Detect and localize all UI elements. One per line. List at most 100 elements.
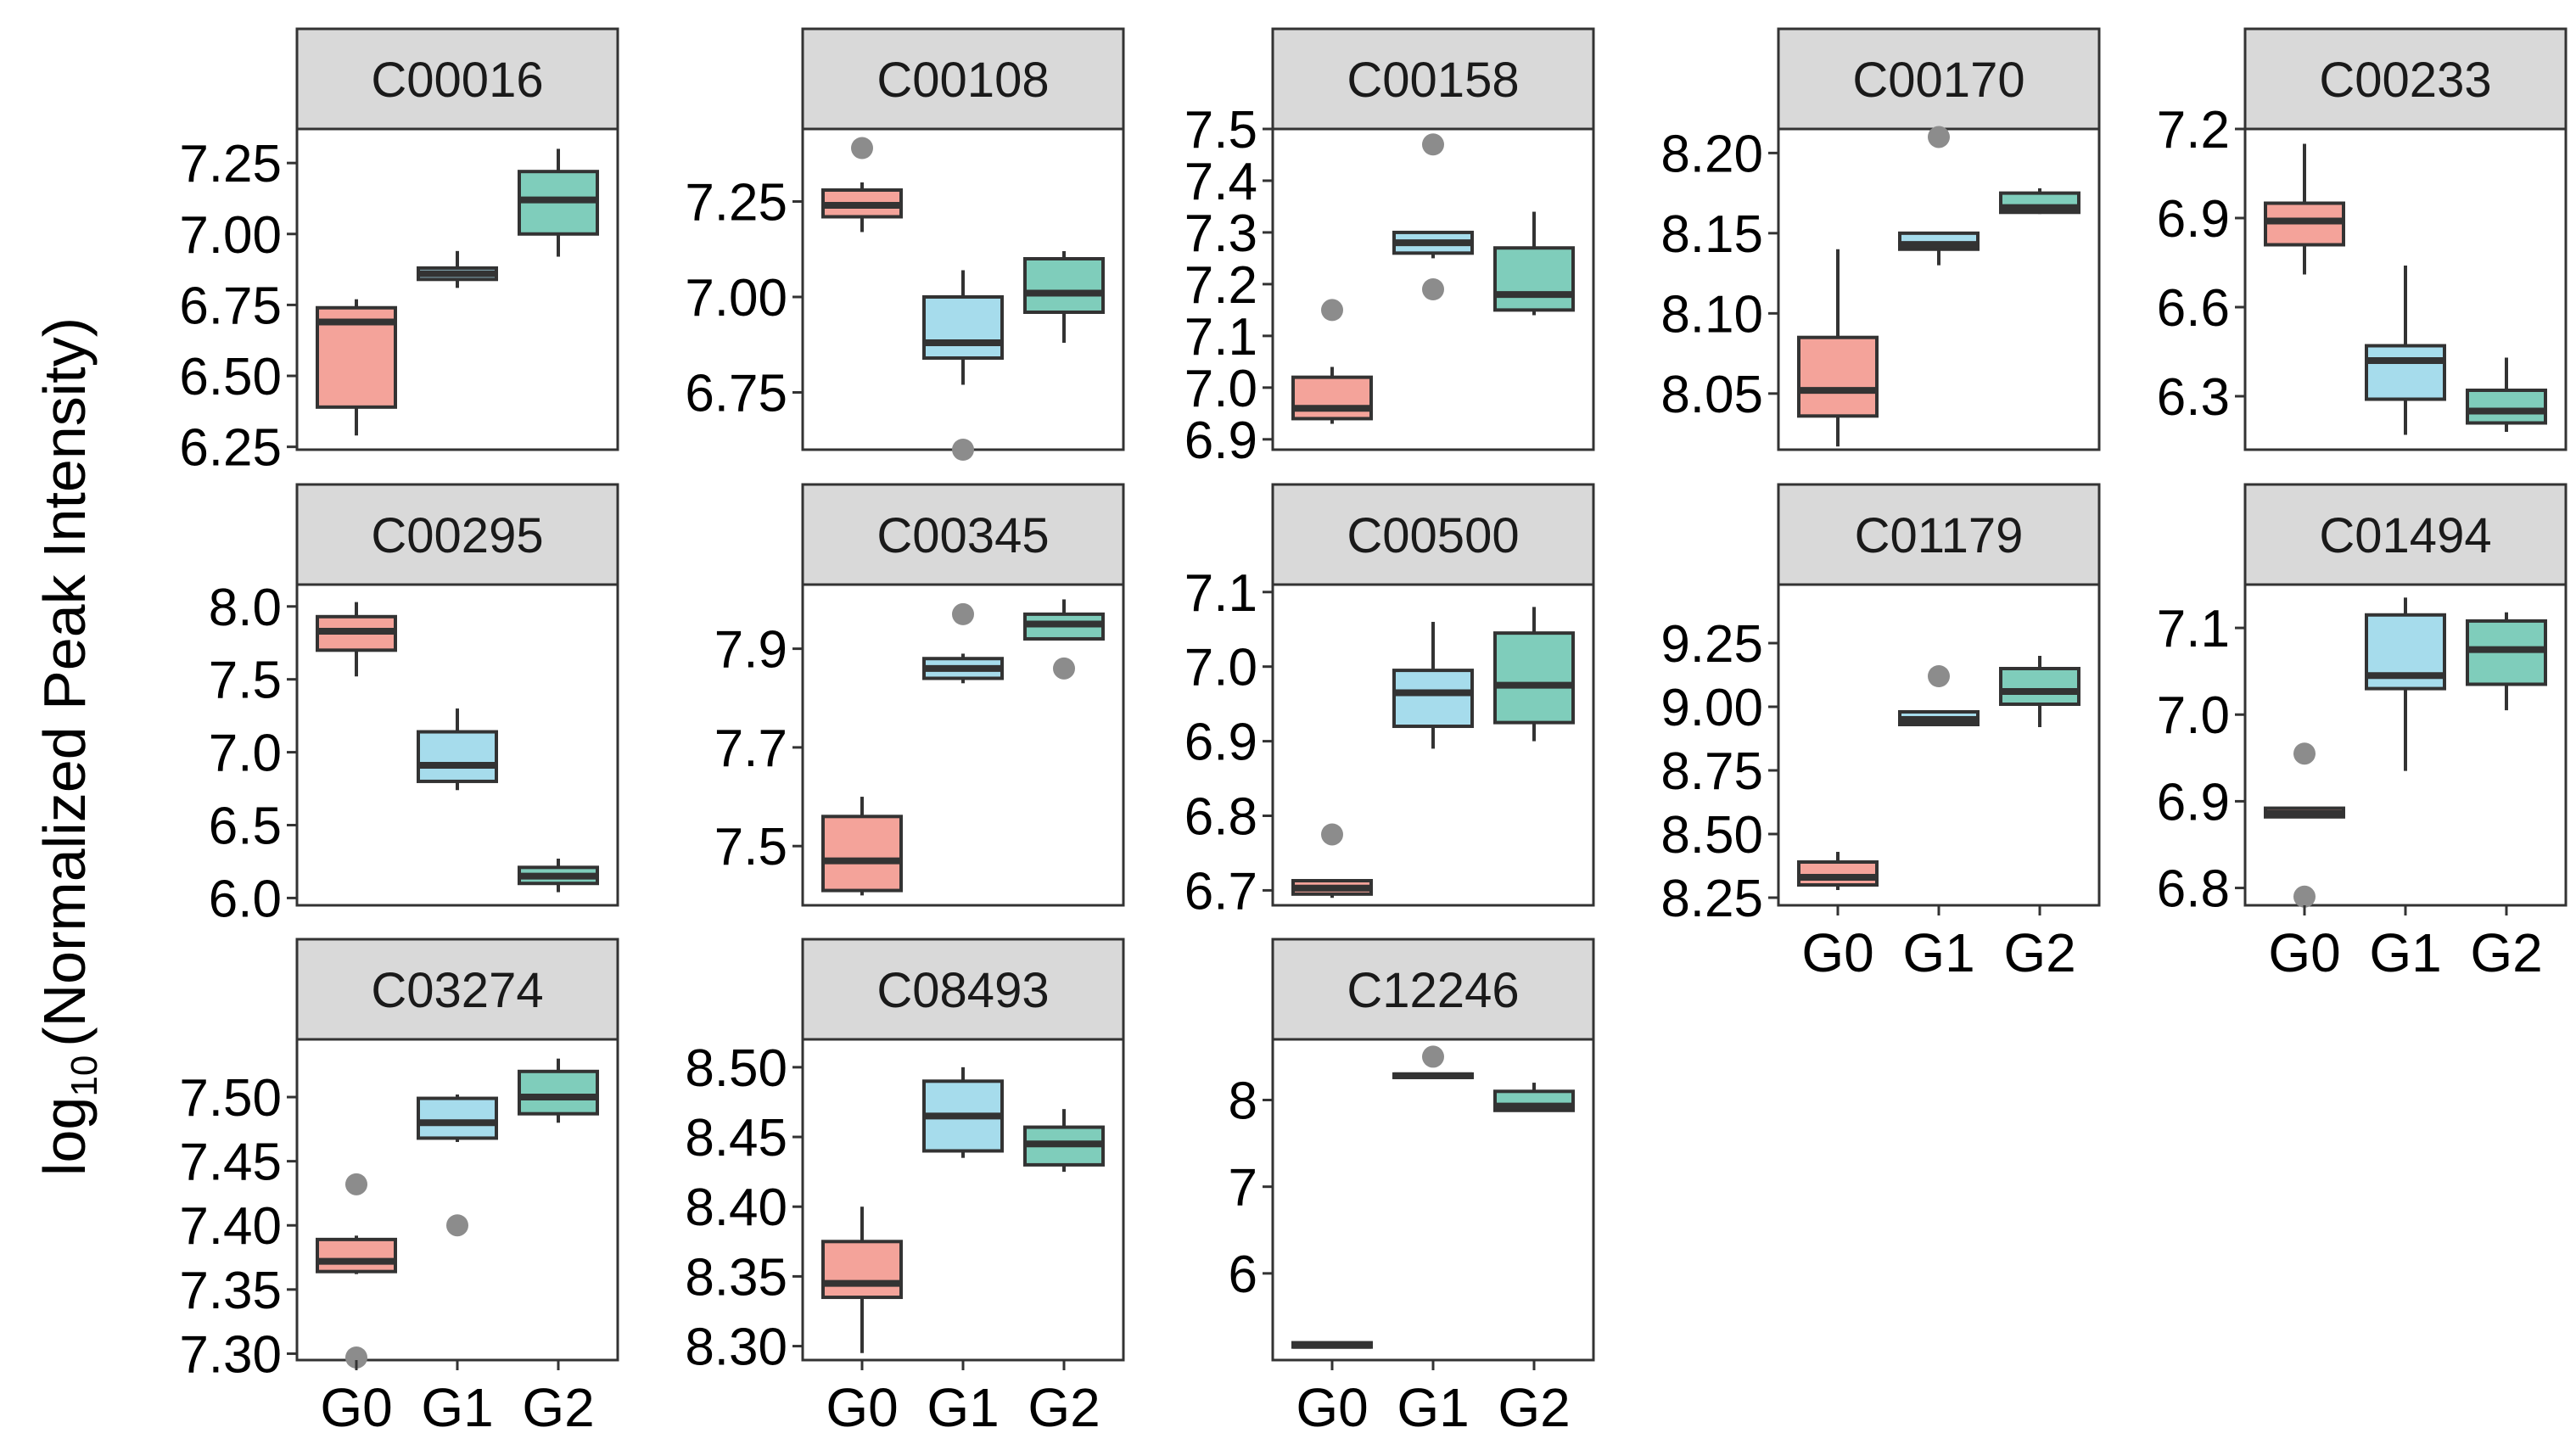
- panel-title: C01494: [2319, 508, 2491, 563]
- panel-strip: [1777, 483, 2101, 586]
- x-tick-label: G0: [826, 1377, 898, 1438]
- y-axis-title-subscript: 10: [64, 1055, 105, 1097]
- box-g2: [2466, 357, 2547, 432]
- box-g1: [922, 270, 1004, 461]
- box-iqr: [821, 815, 903, 893]
- panel-strip: [801, 938, 1125, 1041]
- x-tick-label: G1: [927, 1377, 999, 1438]
- y-tick-label: 9.00: [1660, 679, 1763, 737]
- box-g0: [2264, 143, 2345, 275]
- outlier-point: [446, 1214, 468, 1237]
- y-tick-label: 6.75: [685, 365, 787, 423]
- box-g0: [821, 137, 903, 232]
- panel-title: C00345: [876, 508, 1049, 563]
- y-tick-label: 7.1: [2157, 600, 2230, 658]
- outlier-point: [345, 1173, 367, 1195]
- box-iqr: [1392, 669, 1474, 729]
- y-tick-label: 7.5: [209, 652, 282, 710]
- y-tick-label: 6.8: [2157, 860, 2230, 919]
- panel-title: C08493: [876, 963, 1049, 1018]
- panel-c00500: C00500 6.7 6.8 6.9 7.0 7.1: [1184, 483, 1595, 921]
- box-g0: [821, 797, 903, 896]
- y-tick-label: 7.2: [2157, 101, 2230, 160]
- box-iqr: [1493, 246, 1575, 312]
- panel-strip: [1271, 938, 1595, 1041]
- x-tick-label: G0: [2268, 922, 2340, 983]
- x-tick-label: G0: [1801, 922, 1873, 983]
- y-tick-label: 7.0: [209, 725, 282, 783]
- y-tick-label: 8.50: [1660, 806, 1763, 865]
- y-tick-label: 6.9: [2157, 773, 2230, 831]
- y-tick-label: 6: [1229, 1246, 1257, 1304]
- outlier-point: [345, 1346, 367, 1369]
- box-iqr: [1999, 667, 2080, 706]
- box-g2: [1999, 188, 2080, 215]
- box-g1: [922, 602, 1004, 684]
- panel-strip: [295, 938, 619, 1041]
- panel-c00295: C00295 6.0 6.5 7.0 7.5 8.0: [209, 483, 619, 928]
- box-g1: [1392, 1045, 1474, 1079]
- panel-title: C00295: [371, 508, 543, 563]
- y-tick-label: 7: [1229, 1159, 1257, 1218]
- panel-title: C03274: [371, 963, 543, 1018]
- box-g1: [417, 708, 498, 791]
- y-tick-label: 8.40: [685, 1178, 787, 1237]
- box-iqr: [922, 295, 1004, 360]
- y-tick-label: 8.10: [1660, 285, 1763, 344]
- panel-strip: [801, 27, 1125, 131]
- y-axis-title-rest: (Normalized Peak Intensity): [31, 317, 98, 1047]
- box-iqr: [2365, 344, 2446, 401]
- box-g1: [1392, 133, 1474, 300]
- panel-title: C00158: [1347, 53, 1519, 108]
- box-g0: [1291, 1341, 1373, 1349]
- x-tick-label: G2: [2470, 922, 2542, 983]
- box-g2: [1023, 599, 1105, 680]
- box-g2: [1023, 251, 1105, 343]
- box-g1: [1898, 665, 1980, 726]
- x-tick-label: G2: [522, 1377, 594, 1438]
- box-iqr: [417, 730, 498, 783]
- box-g2: [1493, 607, 1575, 742]
- y-tick-label: 7.0: [2157, 686, 2230, 745]
- box-iqr: [2466, 389, 2547, 425]
- outlier-point: [1422, 1045, 1444, 1068]
- y-tick-label: 6.9: [2157, 190, 2230, 249]
- box-g0: [1291, 299, 1373, 424]
- panel-strip: [801, 483, 1125, 586]
- panel-c00158: C00158 6.97.07.17.27.37.47.5: [1184, 27, 1595, 470]
- box-iqr: [821, 1240, 903, 1300]
- panel-c00170: C00170 8.05 8.10 8.15 8.20: [1660, 27, 2101, 451]
- box-g0: [316, 299, 397, 436]
- y-tick-label: 7.35: [179, 1262, 282, 1320]
- y-tick-label: 7.30: [179, 1325, 282, 1384]
- panel-c12246: C12246 6 7 8 G0 G1 G2: [1229, 938, 1595, 1438]
- panel-c01179: C01179 8.258.508.759.009.25 G0 G1 G2: [1660, 483, 2101, 983]
- x-tick-label: G0: [1296, 1377, 1368, 1438]
- y-tick-label: 7.2: [1184, 256, 1257, 315]
- panel-strip: [1271, 27, 1595, 131]
- box-iqr: [316, 1237, 397, 1274]
- y-tick-label: 6.75: [179, 277, 282, 335]
- y-tick-label: 8.25: [1660, 870, 1763, 928]
- panel-plot-area: [1271, 1038, 1595, 1362]
- outlier-point: [1928, 126, 1950, 148]
- y-tick-label: 7.45: [179, 1134, 282, 1192]
- panel-c00345: C00345 7.5 7.7 7.9: [714, 483, 1125, 907]
- outlier-point: [1422, 133, 1444, 156]
- box-g1: [2365, 266, 2446, 435]
- y-tick-label: 6.7: [1184, 862, 1257, 921]
- y-tick-label: 9.25: [1660, 615, 1763, 674]
- y-tick-label: 7.1: [1184, 308, 1257, 367]
- panel-title: C12246: [1347, 963, 1519, 1018]
- panel-plot-area: [1777, 583, 2101, 907]
- outlier-point: [952, 602, 974, 625]
- y-tick-label: 7.00: [179, 206, 282, 265]
- y-axis-title-log: log: [31, 1097, 98, 1176]
- box-g0: [316, 1173, 397, 1369]
- panel-title: C00233: [2319, 53, 2491, 108]
- outlier-point: [2293, 742, 2316, 765]
- y-tick-label: 7.0: [1184, 360, 1257, 418]
- y-tick-label: 7.40: [179, 1197, 282, 1256]
- y-tick-label: 7.0: [1184, 639, 1257, 697]
